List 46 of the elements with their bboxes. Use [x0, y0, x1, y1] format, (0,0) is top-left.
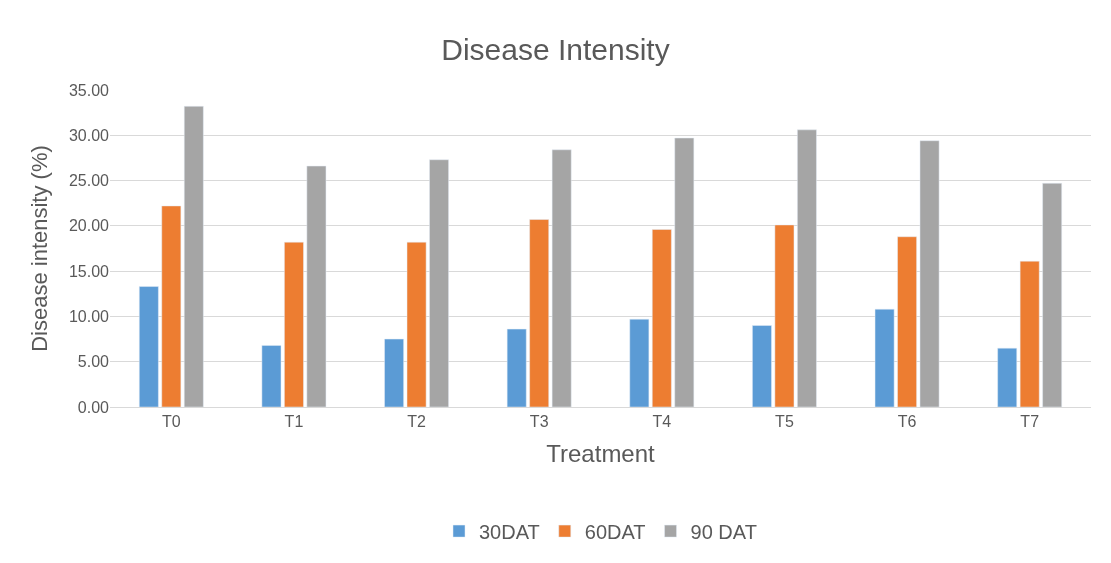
- y-tick-label: 35.00: [68, 81, 110, 99]
- bar: [406, 241, 427, 407]
- y-tick-label: 0.00: [77, 398, 110, 416]
- bar: [674, 137, 695, 407]
- bar: [919, 140, 940, 407]
- x-tick-label: T1: [284, 413, 304, 431]
- bar: [183, 106, 204, 407]
- legend-label: 90 DAT: [690, 520, 757, 543]
- bar: [306, 165, 327, 407]
- bar: [629, 318, 650, 407]
- x-tick-label: T5: [775, 413, 794, 431]
- x-tick-label: T6: [897, 413, 917, 431]
- x-tick-label: T0: [161, 413, 181, 431]
- y-axis-title: Disease intensity (%): [26, 145, 52, 352]
- bar: [506, 328, 527, 407]
- x-tick-label: T7: [1020, 413, 1040, 431]
- legend-label: 60DAT: [584, 520, 646, 543]
- y-tick-label: 5.00: [77, 353, 110, 371]
- bar: [1042, 183, 1062, 407]
- y-tick-label: 15.00: [68, 262, 110, 280]
- bar: [874, 308, 895, 407]
- x-tick-label: T3: [529, 413, 549, 431]
- bar: [1019, 260, 1040, 407]
- bar: [384, 338, 404, 407]
- bar: [429, 159, 449, 407]
- bar: [797, 129, 817, 407]
- bar: [284, 241, 304, 407]
- bar: [997, 347, 1018, 407]
- bar: [161, 205, 182, 407]
- bar: [652, 229, 672, 407]
- bar: [551, 149, 572, 407]
- bar: [261, 345, 282, 407]
- y-tick-label: 20.00: [68, 217, 110, 235]
- bar: [752, 325, 772, 407]
- bar: [139, 286, 159, 407]
- y-tick-label: 25.00: [68, 172, 110, 190]
- chart-title: Disease Intensity: [441, 33, 670, 67]
- bar: [897, 236, 917, 407]
- x-tick-label: T4: [652, 413, 672, 431]
- legend-label: 30DAT: [479, 520, 540, 543]
- bar: [529, 219, 549, 407]
- y-tick-label: 30.00: [68, 126, 110, 144]
- x-tick-label: T2: [407, 413, 426, 431]
- x-axis-title: Treatment: [546, 439, 656, 467]
- y-tick-label: 10.00: [68, 308, 110, 326]
- bar: [774, 224, 795, 407]
